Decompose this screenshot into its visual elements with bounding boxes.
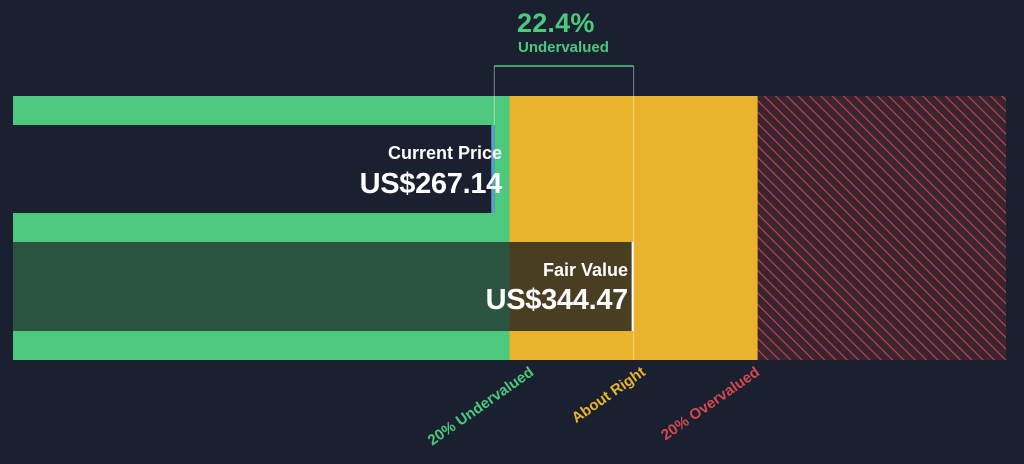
fair-value-bar-overlap [509, 242, 634, 331]
current-price-value: US$267.14 [359, 168, 503, 200]
undervalued-percent: 22.4% [517, 8, 595, 38]
fair-value-bar [13, 242, 510, 331]
fair-value-marker [631, 242, 634, 331]
current-price-label: Current Price [387, 143, 502, 163]
zone-overvalued [757, 96, 1006, 360]
current-price-bar [13, 125, 495, 213]
fair-value-value: US$344.47 [485, 284, 629, 316]
current-price-marker [491, 125, 495, 213]
fair-value-label: Fair Value [542, 260, 628, 280]
undervalued-label: Undervalued [518, 39, 609, 56]
